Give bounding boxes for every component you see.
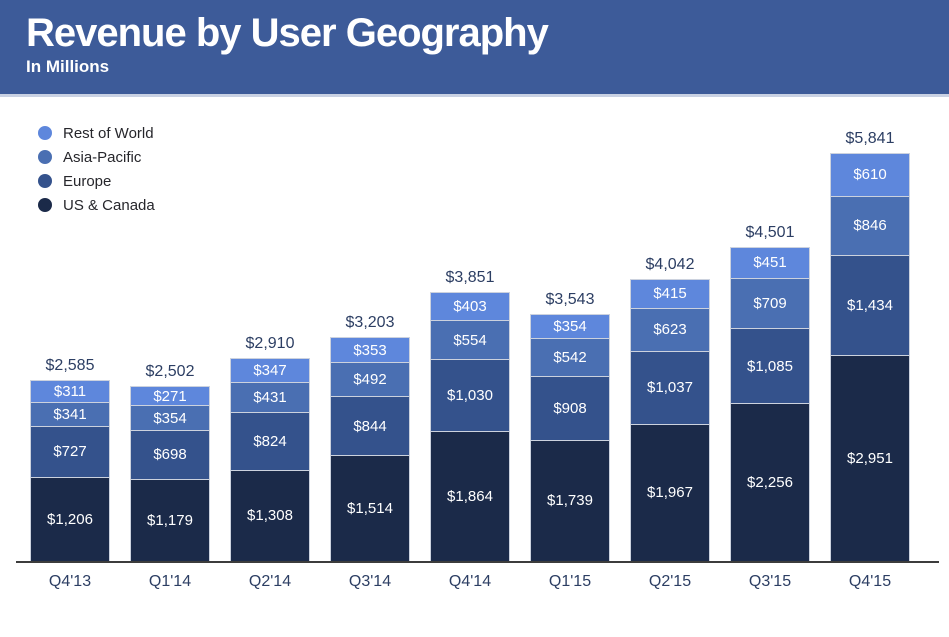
segment-europe: $1,085: [730, 327, 810, 404]
bar-group-q2-14: $1,308 $824 $431 $347 $2,910: [230, 335, 310, 561]
segment-us-canada: $2,951: [830, 354, 910, 561]
segment-europe: $908: [530, 376, 610, 440]
bar-group-q2-15: $1,967 $1,037 $623 $415 $4,042: [630, 256, 710, 561]
segment-asia-pacific: $354: [130, 405, 210, 430]
segment-europe: $727: [30, 425, 110, 477]
bar-group-q1-15: $1,739 $908 $542 $354 $3,543: [530, 291, 610, 561]
segment-asia-pacific: $431: [230, 382, 310, 413]
page-title: Revenue by User Geography: [26, 11, 549, 55]
bar-group-q4-13: $1,206 $727 $341 $311 $2,585: [30, 357, 110, 561]
bar-chart: Rest of World Asia-Pacific Europe US & Cana…: [0, 100, 949, 637]
segment-rest-of-world: $353: [330, 337, 410, 362]
total-label: $2,585: [45, 357, 95, 375]
total-label: $4,042: [645, 255, 695, 273]
segment-us-canada: $1,864: [430, 430, 510, 561]
legend-marker-icon: [38, 174, 52, 188]
legend-item-asia-pacific: Asia-Pacific: [38, 145, 155, 169]
segment-us-canada: $1,206: [30, 476, 110, 561]
segment-rest-of-world: $271: [130, 386, 210, 406]
segment-rest-of-world: $403: [430, 292, 510, 321]
total-label: $2,910: [245, 334, 295, 352]
legend-item-rest-of-world: Rest of World: [38, 121, 155, 145]
segment-europe: $824: [230, 412, 310, 470]
segment-rest-of-world: $347: [230, 357, 310, 382]
segment-us-canada: $1,514: [330, 455, 410, 561]
segment-asia-pacific: $554: [430, 320, 510, 359]
legend-item-europe: Europe: [38, 169, 155, 193]
x-axis-line: [16, 561, 939, 563]
segment-us-canada: $1,967: [630, 423, 710, 561]
bar-group-q3-14: $1,514 $844 $492 $353 $3,203: [330, 314, 410, 561]
segment-us-canada: $2,256: [730, 403, 810, 561]
total-label: $2,502: [145, 363, 195, 381]
segment-us-canada: $1,308: [230, 469, 310, 561]
legend-item-us-canada: US & Canada: [38, 193, 155, 217]
legend-marker-icon: [38, 198, 52, 212]
legend-marker-icon: [38, 126, 52, 140]
legend-marker-icon: [38, 150, 52, 164]
x-axis-label: Q3'15: [748, 573, 792, 590]
segment-europe: $1,030: [430, 358, 510, 431]
bar-group-q1-14: $1,179 $698 $354 $271 $2,502: [130, 363, 210, 561]
total-label: $3,851: [445, 269, 495, 287]
segment-asia-pacific: $846: [830, 195, 910, 255]
legend-label: Europe: [63, 172, 112, 190]
bar-group-q4-14: $1,864 $1,030 $554 $403 $3,851: [430, 269, 510, 561]
segment-asia-pacific: $623: [630, 307, 710, 352]
legend-label: Rest of World: [63, 124, 154, 142]
segment-asia-pacific: $709: [730, 278, 810, 328]
segment-asia-pacific: $492: [330, 361, 410, 397]
chart-legend: Rest of World Asia-Pacific Europe US & Cana…: [38, 121, 155, 217]
segment-us-canada: $1,179: [130, 478, 210, 561]
header-banner: Revenue by User Geography In Millions: [0, 0, 949, 97]
legend-label: US & Canada: [63, 196, 155, 214]
segment-us-canada: $1,739: [530, 439, 610, 561]
segment-rest-of-world: $610: [830, 153, 910, 196]
segment-asia-pacific: $542: [530, 338, 610, 377]
total-label: $3,203: [345, 314, 395, 332]
segment-europe: $1,434: [830, 254, 910, 355]
total-label: $4,501: [745, 223, 795, 241]
segment-rest-of-world: $415: [630, 278, 710, 308]
legend-label: Asia-Pacific: [63, 148, 142, 166]
x-axis-label: Q4'15: [848, 573, 892, 590]
segment-asia-pacific: $341: [30, 402, 110, 426]
x-axis-label: Q4'14: [448, 573, 492, 590]
x-axis-label: Q1'14: [148, 573, 192, 590]
segment-europe: $698: [130, 429, 210, 479]
total-label: $5,841: [845, 130, 895, 147]
total-label: $3,543: [545, 290, 595, 308]
x-axis-label: Q2'15: [648, 573, 692, 590]
segment-europe: $1,037: [630, 351, 710, 424]
bar-group-q3-15: $2,256 $1,085 $709 $451 $4,501: [730, 224, 810, 561]
x-axis-label: Q2'14: [248, 573, 292, 590]
segment-rest-of-world: $451: [730, 246, 810, 279]
x-axis-label: Q1'15: [548, 573, 592, 590]
bar-group-q4-15: $2,951 $1,434 $846 $610 $5,841: [830, 130, 910, 561]
x-axis-label: Q4'13: [48, 573, 92, 590]
page-subtitle: In Millions: [26, 57, 110, 76]
segment-rest-of-world: $354: [530, 313, 610, 339]
x-axis-label: Q3'14: [348, 573, 392, 590]
segment-europe: $844: [330, 396, 410, 456]
segment-rest-of-world: $311: [30, 380, 110, 403]
